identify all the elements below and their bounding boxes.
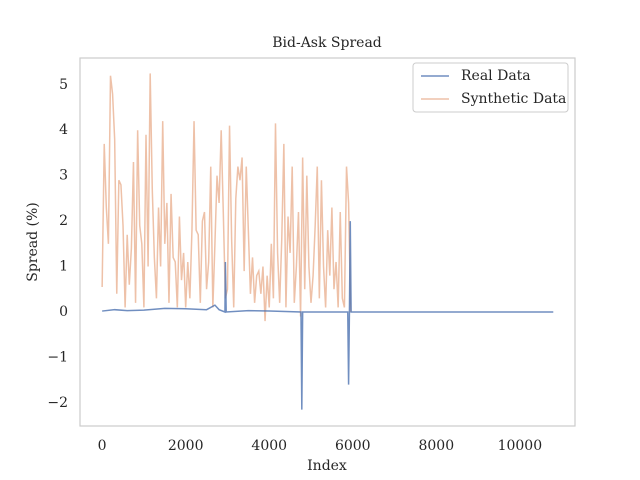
x-tick-label: 4000 xyxy=(251,438,287,454)
y-tick-label: 3 xyxy=(59,168,68,184)
y-tick-label: 1 xyxy=(59,259,68,275)
legend-label: Synthetic Data xyxy=(461,91,566,107)
x-tick-label: 6000 xyxy=(335,438,371,454)
y-tick-label: 2 xyxy=(59,213,68,229)
y-tick-label: −1 xyxy=(47,349,68,365)
x-tick-label: 10000 xyxy=(498,438,543,454)
chart-title: Bid-Ask Spread xyxy=(272,35,382,51)
y-tick-label: 4 xyxy=(59,122,68,138)
x-axis-label: Index xyxy=(307,458,347,474)
data-line xyxy=(102,221,554,410)
y-tick-label: 0 xyxy=(59,304,68,320)
x-tick-label: 0 xyxy=(98,438,107,454)
plot-frame xyxy=(79,57,576,427)
x-tick-label: 8000 xyxy=(418,438,454,454)
legend: Real Data Synthetic Data xyxy=(412,62,569,113)
y-tick-label: 5 xyxy=(59,77,68,93)
y-tick-label: −2 xyxy=(47,395,68,411)
x-tick-label: 2000 xyxy=(168,438,204,454)
legend-label: Real Data xyxy=(461,68,531,84)
y-axis-label: Spread (%) xyxy=(25,202,41,282)
legend-box xyxy=(412,62,569,113)
